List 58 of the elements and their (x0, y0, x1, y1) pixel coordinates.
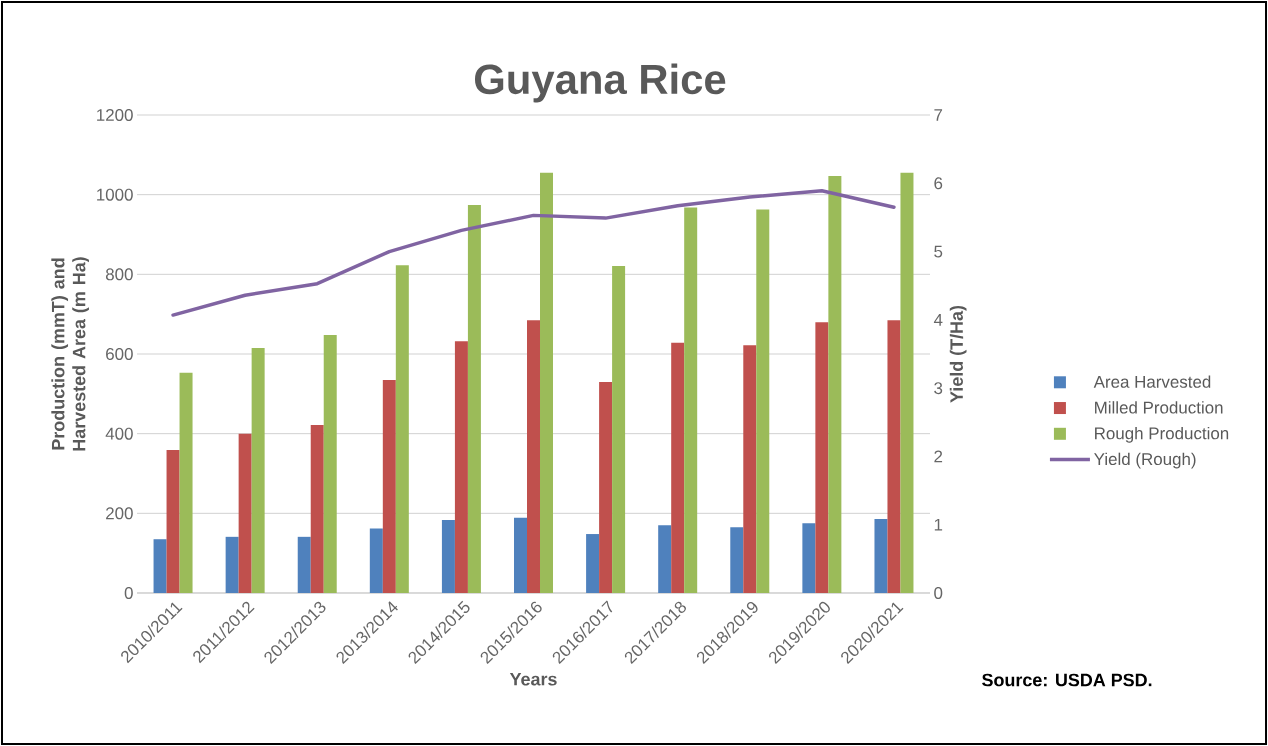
y-tick-label: 0 (124, 587, 133, 599)
bar (828, 175, 842, 593)
x-axis-title: Years (509, 673, 557, 686)
line-series (171, 189, 896, 317)
bar (179, 372, 193, 593)
y2-tick-label: 4 (933, 314, 943, 326)
bar (586, 534, 600, 593)
y2-tick-label: 7 (934, 109, 943, 121)
bar (802, 523, 816, 593)
source-note: Source: USDA PSD. (982, 673, 1152, 687)
bar (166, 450, 180, 593)
bar (369, 528, 383, 593)
bar (540, 172, 553, 593)
bar (251, 348, 265, 593)
bar (441, 520, 455, 593)
bar (730, 527, 744, 593)
bar (382, 379, 396, 593)
bar (887, 320, 901, 593)
y2-tick-label: 3 (934, 382, 943, 395)
bar (599, 381, 613, 593)
legend-label: Yield (Rough) (1094, 452, 1196, 469)
bar (756, 209, 770, 593)
bar (671, 342, 685, 593)
bar (684, 207, 698, 593)
legend-label: Milled Production (1095, 401, 1223, 414)
y2-tick-label: 5 (934, 245, 943, 258)
bar (743, 345, 757, 593)
bar (658, 525, 672, 593)
bar (900, 172, 914, 593)
y-tick-label: 200 (106, 507, 133, 520)
y-tick-label: 800 (105, 268, 133, 281)
legend-label: Area Harvested (1093, 375, 1211, 388)
bar (323, 334, 337, 593)
y-tick-label: 600 (106, 348, 133, 360)
bar (225, 536, 239, 593)
bar (874, 518, 888, 593)
bar (527, 320, 540, 593)
y2-tick-label: 1 (934, 518, 943, 531)
legend-label: Rough Production (1095, 426, 1229, 443)
y-axis-title: Production (mmT) and Harvested Area (m Ha) (51, 257, 89, 451)
y-tick-label: 1200 (97, 109, 133, 121)
y2-tick-label: 2 (934, 450, 943, 463)
bar (514, 517, 527, 593)
y2-axis-title: Yield (T/Ha) (949, 305, 967, 403)
chart-title: Guyana Rice (474, 63, 726, 103)
bar (153, 539, 167, 593)
bar (454, 341, 468, 593)
y2-tick-label: 6 (934, 177, 943, 190)
bar (310, 424, 324, 593)
bar (815, 322, 829, 593)
bar (467, 205, 481, 593)
bar (238, 433, 252, 593)
y-tick-label: 1000 (97, 188, 133, 201)
y2-tick-label: 0 (934, 587, 943, 599)
y-tick-label: 400 (105, 427, 133, 440)
bar (395, 265, 409, 593)
bar (612, 265, 626, 593)
bar (297, 536, 311, 593)
